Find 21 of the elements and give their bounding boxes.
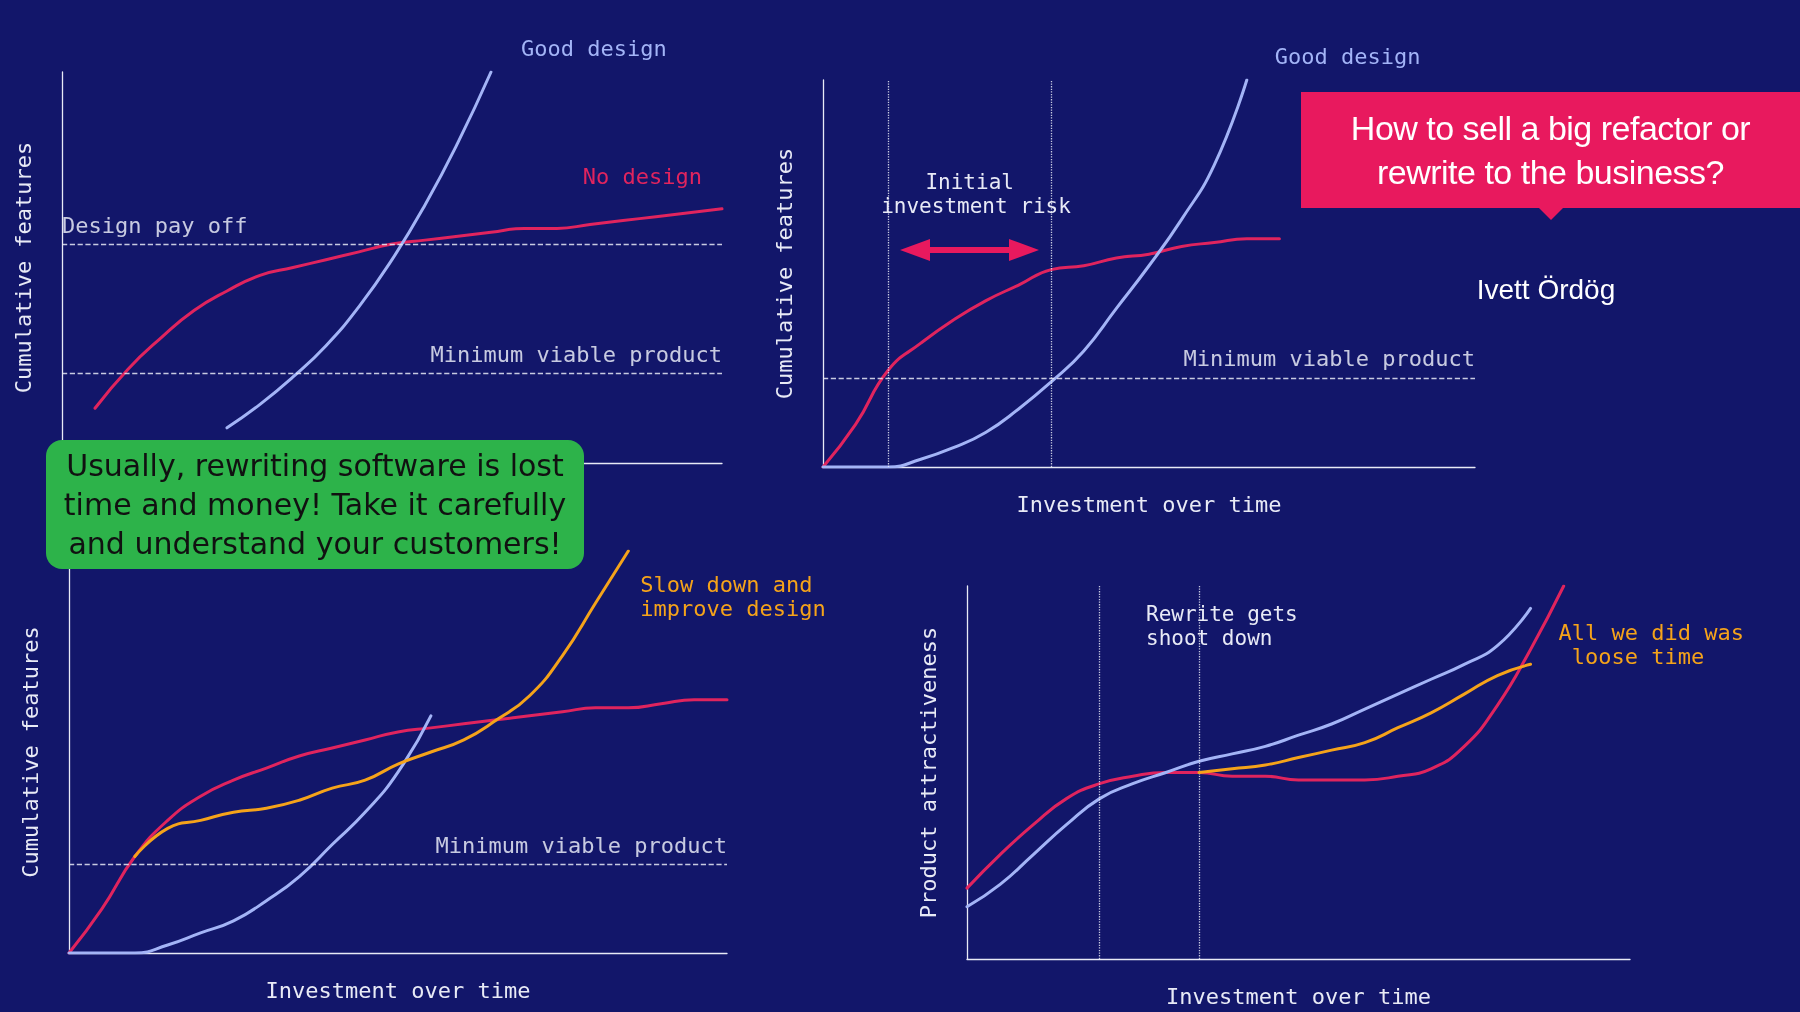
ref-line-label: Design pay off [62, 212, 248, 238]
x-axis-title: Investment over time [265, 977, 531, 1003]
annotation: Usually, rewriting software is lost time and money! Take it carefully and understand your customers! [46, 440, 584, 569]
text: Ivett Ördög [1475, 274, 1617, 306]
ref-line-label: Minimum viable product [1183, 346, 1475, 372]
text: How to sell a big refactor or rewrite to the business? [1301, 92, 1800, 209]
series-label: Good design [521, 35, 667, 61]
ref-line-label: Minimum viable product [435, 833, 727, 859]
ref-line-label: Minimum viable product [430, 341, 722, 367]
y-axis-title: Cumulative features [10, 141, 36, 394]
x-axis-title: Investment over time [1016, 491, 1282, 517]
annotation: Rewrite gets shoot down [1146, 602, 1311, 650]
series-label: All we did was loose time [1558, 619, 1744, 669]
series-label: No design [582, 164, 702, 190]
series-label: Good design [1274, 43, 1421, 69]
x-axis-title: Investment over time [1166, 983, 1431, 1009]
y-axis-title: Product attractiveness [915, 626, 941, 919]
series-label: Slow down and improve design [640, 571, 826, 621]
y-axis-title: Cumulative features [771, 147, 797, 400]
annotation: Initial investment risk [881, 170, 1072, 218]
y-axis-title: Cumulative features [17, 626, 43, 878]
